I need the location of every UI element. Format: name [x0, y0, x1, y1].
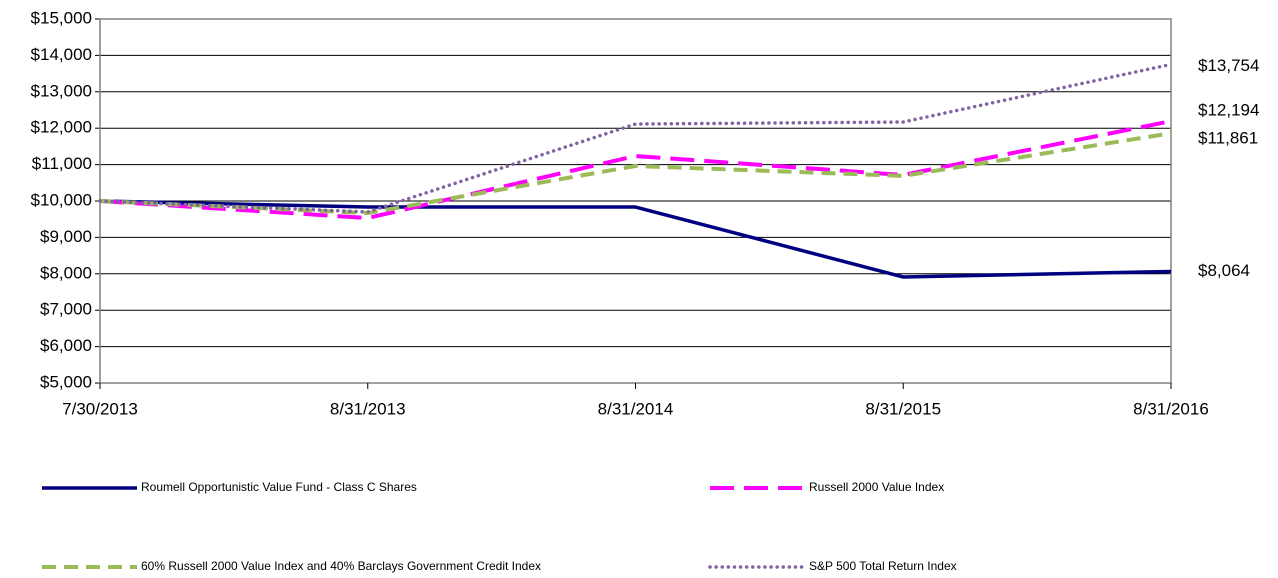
series-line — [98, 62, 1173, 214]
y-tick-label: $7,000 — [40, 300, 92, 319]
legend-label: S&P 500 Total Return Index — [809, 559, 957, 573]
y-tick-label: $13,000 — [31, 81, 92, 100]
x-tick-label: 8/31/2016 — [1133, 399, 1209, 418]
series-line — [99, 131, 1172, 216]
legend-label: 60% Russell 2000 Value Index and 40% Bar… — [141, 559, 541, 573]
series-line — [99, 199, 1172, 279]
value-label: $8,064 — [1198, 261, 1250, 280]
x-tick-label: 7/30/2013 — [62, 399, 138, 418]
y-tick-label: $11,000 — [32, 154, 92, 173]
y-tick-label: $6,000 — [40, 336, 92, 355]
legend-label: Russell 2000 Value Index — [809, 480, 944, 494]
y-tick-label: $8,000 — [40, 263, 92, 282]
y-tick-label: $15,000 — [31, 8, 92, 27]
x-tick-label: 8/31/2013 — [330, 399, 406, 418]
value-label: $12,194 — [1198, 101, 1259, 120]
y-tick-label: $5,000 — [40, 372, 92, 391]
value-label: $13,754 — [1198, 56, 1259, 75]
y-tick-label: $12,000 — [31, 118, 92, 137]
x-tick-label: 8/31/2014 — [598, 399, 674, 418]
y-tick-label: $9,000 — [40, 227, 92, 246]
legend-label: Roumell Opportunistic Value Fund - Class… — [141, 480, 417, 494]
x-tick-label: 8/31/2015 — [865, 399, 941, 418]
y-tick-label: $10,000 — [31, 190, 92, 209]
value-label: $11,861 — [1198, 129, 1258, 148]
series-line — [99, 119, 1172, 220]
y-tick-label: $14,000 — [31, 45, 92, 64]
